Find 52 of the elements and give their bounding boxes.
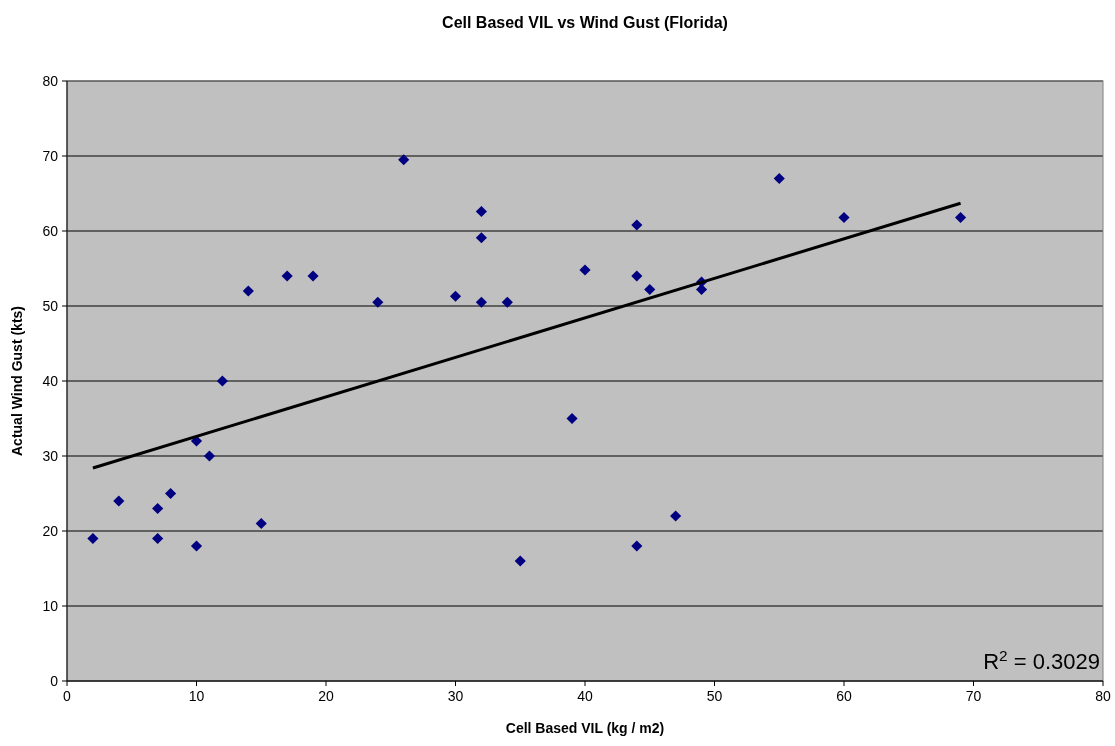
y-tick-label: 10 [42,597,59,614]
x-tick-label: 40 [577,688,593,704]
y-tick-label: 30 [42,447,59,464]
point [281,270,293,282]
y-tick-label: 60 [42,222,59,239]
point [566,412,578,425]
x-tick-label: 60 [836,688,852,704]
point [631,219,643,231]
annotation: R$^{2}$ = 0.3029 [983,646,1100,674]
point [773,172,785,185]
y-tick-label: 70 [42,147,59,164]
point [203,450,216,462]
point [631,270,643,282]
point [398,154,410,166]
point [579,264,591,276]
point [475,205,487,218]
x-tick-label: 70 [965,688,982,704]
x-tick-label: 30 [447,688,464,704]
point [255,517,267,530]
y-tick-label: 40 [42,372,59,389]
point [501,296,513,308]
x-tick-label: 80 [1095,688,1111,704]
point [152,532,164,545]
x-tick-label: 10 [188,688,205,704]
point [838,211,850,224]
point [307,270,319,282]
point [954,211,967,224]
chart-title: Cell Based VIL vs Wind Gust (Florida) [442,14,728,31]
x-axis-title: Cell Based VIL (kg / m2) [505,720,665,736]
point [449,290,462,302]
y-tick-label: 50 [42,297,59,314]
point [152,502,164,515]
point [113,495,125,507]
point [644,283,656,296]
point [475,296,487,308]
x-tick-label: 50 [706,688,723,704]
y-tick-label: 80 [42,72,59,89]
point [190,540,203,552]
point [631,540,643,552]
x-tick-label: 20 [318,688,334,704]
point [372,296,384,308]
point [165,487,177,500]
point [670,510,682,522]
point [514,555,526,567]
point [216,375,228,387]
y-tick-label: 0 [50,672,59,689]
x-tick-label: 0 [63,688,72,704]
point [475,232,487,244]
point [87,532,99,545]
y-tick-label: 20 [42,522,59,539]
point [242,285,254,297]
y-axis-title: Actual Wind Gust (kts) [9,306,25,456]
